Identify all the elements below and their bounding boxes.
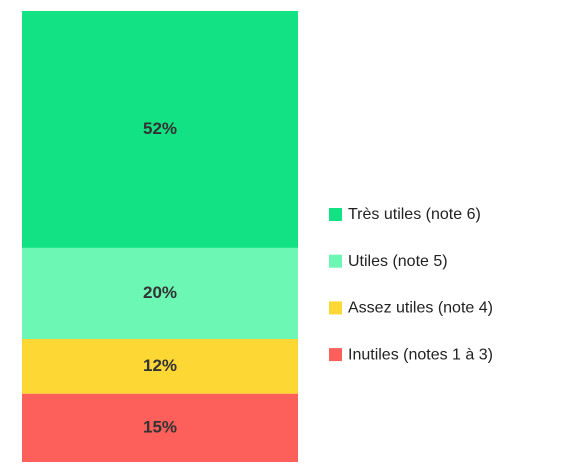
data-label: 20% [143, 283, 177, 302]
bar-segment [22, 247, 298, 339]
legend-swatch [329, 254, 342, 268]
legend-swatch [329, 208, 342, 221]
legend-label: Assez utiles (note 4) [348, 300, 493, 317]
legend-swatch [329, 301, 342, 315]
data-label: 12% [143, 356, 177, 375]
bar-segment [22, 339, 298, 394]
data-label: 15% [143, 417, 177, 436]
bar-segment [22, 11, 298, 248]
legend-label: Très utiles (note 6) [348, 206, 481, 223]
legend-swatch [329, 348, 342, 362]
bar-segment [22, 393, 298, 462]
legend-label: Inutiles (notes 1 à 3) [348, 346, 493, 363]
data-label: 52% [143, 119, 177, 138]
legend-label: Utiles (note 5) [348, 253, 448, 270]
